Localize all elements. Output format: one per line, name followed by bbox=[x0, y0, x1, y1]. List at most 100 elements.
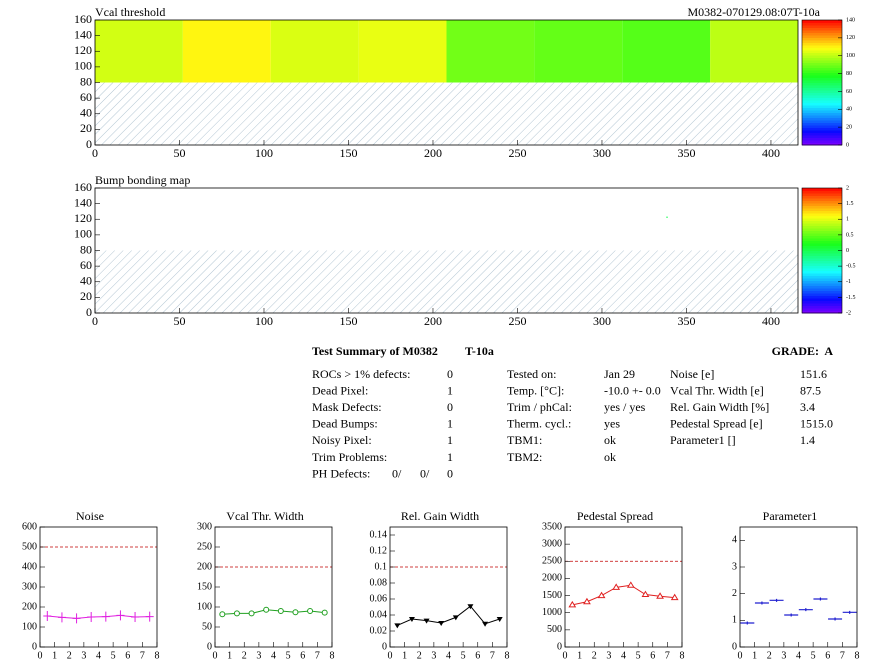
marker bbox=[307, 608, 314, 614]
x-tick-label: 5 bbox=[636, 650, 641, 661]
x-tick-label: 4 bbox=[621, 650, 626, 661]
colorbar-band bbox=[802, 205, 842, 209]
x-tick-label: 100 bbox=[255, 146, 273, 160]
marker bbox=[740, 621, 755, 625]
marker bbox=[467, 604, 474, 610]
colorbar-band bbox=[802, 208, 842, 211]
x-tick-label: 200 bbox=[424, 314, 442, 328]
marker bbox=[57, 612, 66, 623]
marker bbox=[116, 610, 125, 621]
summary-label: Dead Bumps: bbox=[312, 417, 378, 431]
colorbar-band bbox=[802, 310, 842, 314]
x-tick-label: 8 bbox=[855, 650, 860, 661]
heatmap-cell bbox=[446, 20, 535, 83]
colorbar-band bbox=[802, 67, 842, 71]
colorbar-band bbox=[802, 273, 842, 276]
colorbar-tick-label: 100 bbox=[846, 53, 855, 59]
pixel bbox=[666, 216, 668, 218]
colorbar-band bbox=[802, 233, 842, 236]
summary-label: Therm. cycl.: bbox=[507, 417, 571, 431]
y-tick-label: 0 bbox=[86, 305, 92, 319]
summary-label: Noisy Pixel: bbox=[312, 433, 372, 447]
colorbar-band bbox=[802, 280, 842, 284]
colorbar-band bbox=[802, 30, 842, 33]
summary-value: 1 bbox=[447, 417, 453, 431]
summary-value: ok bbox=[604, 450, 616, 464]
marker bbox=[784, 613, 799, 617]
y-tick-label: 120 bbox=[74, 43, 92, 57]
colorbar-tick-label: 120 bbox=[846, 35, 855, 41]
heatmap-cell bbox=[182, 20, 271, 83]
summary-title: Test Summary of M0382 bbox=[312, 344, 438, 358]
colorbar-band bbox=[802, 20, 842, 23]
colorbar-band bbox=[802, 85, 842, 88]
colorbar-band bbox=[802, 198, 842, 201]
y-tick-label: 3000 bbox=[542, 538, 562, 549]
marker bbox=[438, 621, 445, 626]
colorbar-tick-label: -2 bbox=[846, 310, 851, 316]
marker bbox=[321, 609, 328, 616]
colorbar-band bbox=[802, 42, 842, 46]
marker bbox=[641, 590, 650, 598]
masked-region bbox=[95, 82, 798, 145]
x-tick-label: 3 bbox=[781, 650, 786, 661]
colorbar-band bbox=[802, 142, 842, 146]
y-tick-label: 150 bbox=[197, 581, 212, 592]
summary-value: yes / yes bbox=[604, 400, 646, 414]
y-tick-label: 20 bbox=[80, 121, 92, 135]
marker bbox=[292, 609, 299, 616]
x-tick-label: 5 bbox=[811, 650, 816, 661]
y-tick-label: 4 bbox=[732, 535, 737, 546]
y-tick-label: 300 bbox=[197, 521, 212, 532]
colorbar-band bbox=[802, 22, 842, 26]
colorbar-band bbox=[802, 265, 842, 269]
summary-value: 1 bbox=[447, 383, 453, 397]
x-tick-label: 250 bbox=[508, 314, 526, 328]
marker bbox=[583, 597, 591, 605]
x-tick-label: 7 bbox=[490, 650, 495, 661]
colorbar-tick-label: 2 bbox=[846, 185, 849, 191]
x-tick-label: 350 bbox=[677, 314, 695, 328]
x-tick-label: 300 bbox=[593, 314, 611, 328]
y-tick-label: 100 bbox=[74, 59, 92, 73]
marker bbox=[568, 600, 577, 608]
colorbar-tick-label: 0 bbox=[846, 142, 849, 148]
y-tick-label: 120 bbox=[74, 211, 92, 225]
x-tick-label: 250 bbox=[508, 146, 526, 160]
x-tick-label: 0 bbox=[563, 650, 568, 661]
marker bbox=[754, 601, 769, 605]
colorbar-band bbox=[802, 45, 842, 48]
x-tick-label: 6 bbox=[825, 650, 830, 661]
colorbar-band bbox=[802, 70, 842, 73]
colorbar-band bbox=[802, 127, 842, 131]
colorbar-tick-label: 140 bbox=[846, 17, 855, 23]
summary-value: 151.6 bbox=[800, 367, 827, 381]
y-tick-label: 0.1 bbox=[375, 561, 388, 572]
colorbar-band bbox=[802, 120, 842, 123]
x-tick-label: 7 bbox=[840, 650, 845, 661]
y-tick-label: 100 bbox=[197, 601, 212, 612]
y-tick-label: 140 bbox=[74, 195, 92, 209]
marker bbox=[496, 617, 503, 622]
colorbar-band bbox=[802, 250, 842, 254]
y-tick-label: 1500 bbox=[542, 590, 562, 601]
colorbar-band bbox=[802, 52, 842, 56]
colorbar-band bbox=[802, 72, 842, 76]
colorbar-band bbox=[802, 105, 842, 108]
y-tick-label: 0 bbox=[732, 641, 737, 652]
colorbar-band bbox=[802, 225, 842, 229]
marker bbox=[277, 608, 284, 614]
y-tick-label: 0 bbox=[207, 641, 212, 652]
colorbar-band bbox=[802, 122, 842, 126]
summary-value: 87.5 bbox=[800, 383, 821, 397]
colorbar-band bbox=[802, 55, 842, 58]
summary-value: 1.4 bbox=[800, 433, 815, 447]
colorbar-band bbox=[802, 140, 842, 143]
y-tick-label: 50 bbox=[202, 621, 212, 632]
summary-label: TBM2: bbox=[507, 450, 542, 464]
colorbar-band bbox=[802, 228, 842, 231]
colorbar-band bbox=[802, 107, 842, 111]
colorbar-tick-label: 60 bbox=[846, 89, 852, 95]
colorbar-band bbox=[802, 218, 842, 221]
marker bbox=[597, 591, 606, 599]
